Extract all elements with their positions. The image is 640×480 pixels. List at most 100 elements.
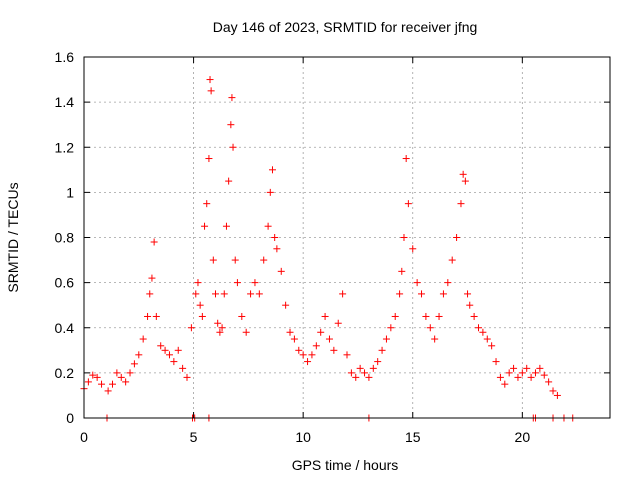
data-point bbox=[251, 279, 259, 287]
data-point bbox=[387, 324, 395, 332]
axis-ticks: 0 0.2 0.4 0.6 0.8 1 1.2 1.4 1.6 0 5 10 15 20 bbox=[55, 49, 610, 445]
data-point bbox=[117, 373, 125, 381]
y-tick-label: 1 bbox=[66, 184, 74, 200]
data-point bbox=[98, 380, 106, 388]
data-point bbox=[435, 312, 443, 320]
data-point bbox=[496, 373, 504, 381]
data-point bbox=[89, 371, 97, 379]
y-tick-label: 0.6 bbox=[55, 275, 75, 291]
data-points bbox=[80, 76, 577, 422]
data-point bbox=[317, 328, 325, 336]
data-point bbox=[510, 364, 518, 372]
data-point bbox=[122, 378, 130, 386]
data-point bbox=[339, 290, 347, 298]
data-point bbox=[352, 373, 360, 381]
data-point bbox=[505, 369, 513, 377]
x-axis-label: GPS time / hours bbox=[292, 457, 399, 473]
data-point bbox=[483, 335, 491, 343]
data-point bbox=[183, 373, 191, 381]
data-point bbox=[396, 290, 404, 298]
data-point bbox=[527, 373, 535, 381]
data-point bbox=[209, 256, 217, 264]
data-point bbox=[247, 290, 255, 298]
data-point bbox=[255, 290, 263, 298]
data-point bbox=[108, 380, 116, 388]
data-point bbox=[268, 166, 276, 174]
data-point bbox=[271, 234, 279, 241]
data-point bbox=[214, 319, 222, 327]
y-tick-label: 1.6 bbox=[55, 49, 75, 65]
data-point bbox=[369, 364, 377, 372]
data-point bbox=[233, 279, 241, 287]
data-point bbox=[238, 312, 246, 320]
data-point bbox=[398, 267, 406, 275]
y-tick-label: 1.4 bbox=[55, 94, 75, 110]
data-point bbox=[321, 312, 329, 320]
data-point bbox=[203, 200, 211, 208]
data-point bbox=[198, 312, 206, 320]
data-point bbox=[457, 200, 465, 208]
grid bbox=[84, 57, 610, 418]
data-point bbox=[536, 364, 544, 372]
x-tick-label: 20 bbox=[515, 429, 531, 445]
data-point bbox=[356, 364, 364, 372]
data-point bbox=[523, 364, 531, 372]
data-point bbox=[144, 312, 152, 320]
data-point bbox=[205, 155, 213, 163]
data-point bbox=[229, 143, 237, 151]
data-point bbox=[501, 380, 509, 388]
data-point bbox=[187, 324, 195, 332]
data-point bbox=[286, 328, 294, 336]
data-point bbox=[170, 358, 178, 366]
data-point bbox=[264, 222, 272, 230]
data-point bbox=[161, 346, 169, 354]
data-point bbox=[518, 369, 526, 377]
data-point bbox=[277, 267, 285, 275]
data-point bbox=[492, 358, 500, 366]
data-point bbox=[404, 200, 412, 208]
data-point bbox=[150, 238, 158, 246]
data-point bbox=[216, 328, 224, 336]
data-point bbox=[549, 387, 557, 395]
data-point bbox=[222, 222, 230, 230]
data-point bbox=[113, 369, 121, 377]
data-point bbox=[299, 351, 307, 359]
x-tick-label: 0 bbox=[80, 429, 88, 445]
data-point bbox=[418, 290, 426, 298]
data-point bbox=[464, 290, 472, 298]
data-point bbox=[225, 177, 233, 185]
data-point bbox=[179, 364, 187, 372]
data-point bbox=[218, 324, 226, 332]
data-point bbox=[165, 351, 173, 359]
data-point bbox=[93, 373, 101, 381]
data-point bbox=[304, 358, 312, 366]
data-point bbox=[220, 290, 228, 298]
data-point bbox=[540, 371, 548, 379]
data-point bbox=[545, 378, 553, 386]
data-point bbox=[148, 274, 156, 282]
data-point bbox=[488, 342, 496, 350]
data-point bbox=[312, 342, 320, 350]
data-point bbox=[260, 256, 268, 264]
data-point bbox=[130, 360, 138, 368]
data-point bbox=[391, 312, 399, 320]
data-point bbox=[207, 87, 215, 95]
data-point bbox=[475, 324, 482, 332]
data-point bbox=[459, 170, 467, 178]
data-point bbox=[439, 290, 447, 298]
data-point bbox=[196, 301, 204, 309]
data-point bbox=[227, 121, 235, 129]
data-point bbox=[84, 378, 92, 386]
data-point bbox=[231, 256, 239, 264]
data-point bbox=[413, 279, 421, 287]
y-tick-label: 0.4 bbox=[55, 320, 75, 336]
data-point bbox=[194, 279, 202, 287]
data-point bbox=[126, 369, 134, 377]
x-tick-label: 10 bbox=[295, 429, 311, 445]
data-point bbox=[212, 290, 219, 298]
data-point bbox=[157, 342, 165, 350]
data-point bbox=[374, 358, 382, 366]
data-point bbox=[308, 351, 316, 359]
data-point bbox=[553, 391, 561, 399]
x-tick-label: 15 bbox=[405, 429, 421, 445]
